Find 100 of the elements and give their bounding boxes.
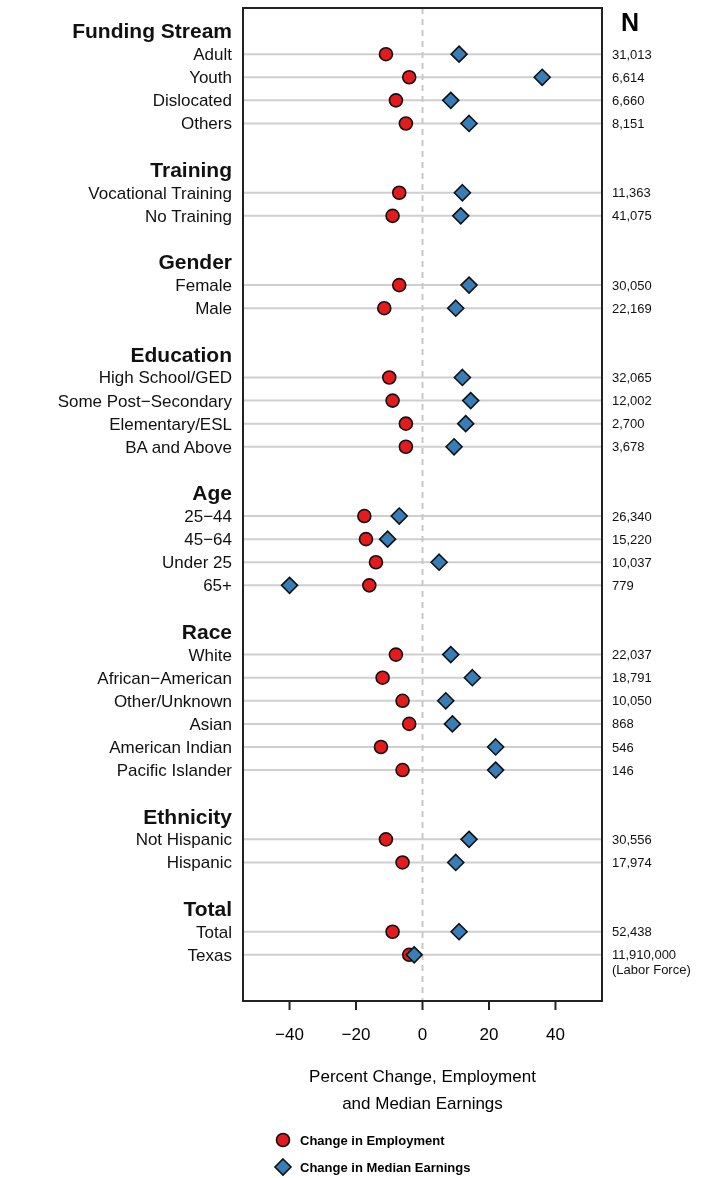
y-tick-label: Others xyxy=(180,114,232,134)
y-tick-label: Hispanic xyxy=(166,853,233,873)
point xyxy=(430,553,448,572)
point xyxy=(358,531,374,547)
y2-tick-label: 10,037 xyxy=(612,554,652,570)
y-tick-label: Male xyxy=(195,299,232,319)
y-tick-label: American Indian xyxy=(109,737,232,757)
point xyxy=(450,922,468,941)
y-tick-label: Asian xyxy=(189,714,232,734)
y-tick-label: 45−64 xyxy=(184,530,232,550)
point xyxy=(376,300,392,316)
x-tick-label: 0 xyxy=(417,1024,428,1044)
y-tick-label: High School/GED xyxy=(98,368,232,388)
y2-tick-label: 6,614 xyxy=(612,69,645,85)
y-tick-label: Race xyxy=(181,619,232,643)
point xyxy=(441,91,460,110)
point xyxy=(446,853,465,872)
y-tick-label: Vocational Training xyxy=(88,183,232,203)
point xyxy=(398,116,414,131)
point xyxy=(463,668,482,687)
y2-tick-label: 146 xyxy=(612,762,634,778)
y2-tick-label: 15,220 xyxy=(612,531,652,547)
y-tick-label: Female xyxy=(175,276,232,296)
point xyxy=(368,554,384,570)
y2-tick-label: 868 xyxy=(612,716,634,732)
point xyxy=(441,645,460,664)
point xyxy=(443,715,462,733)
y-tick-label: 65+ xyxy=(203,576,233,596)
y2-tick-label: 11,363 xyxy=(612,185,651,201)
y2-tick-label: 30,556 xyxy=(612,831,652,847)
y-tick-label: Other/Unknown xyxy=(113,691,232,711)
point xyxy=(456,414,475,433)
point xyxy=(395,693,410,709)
point xyxy=(446,299,465,318)
point xyxy=(486,761,505,779)
point xyxy=(375,670,390,685)
y2-tick-label: 17,974 xyxy=(612,854,652,870)
legend-label: Change in Median Earnings xyxy=(300,1159,471,1175)
y2-tick-label: 26,340 xyxy=(612,508,652,524)
point xyxy=(388,647,404,662)
y-tick-label: White xyxy=(188,645,232,665)
point xyxy=(401,69,417,85)
point xyxy=(357,508,372,524)
y2-tick-label: 22,037 xyxy=(612,647,652,663)
x-axis-title: Percent Change, Employment and Median Earnings xyxy=(309,1066,537,1113)
point xyxy=(445,437,463,456)
y-tick-label: Adult xyxy=(193,45,233,65)
y2-tick-label: 41,075 xyxy=(612,208,652,224)
y-tick-label: African−American xyxy=(97,668,232,688)
y-tick-label: No Training xyxy=(145,206,232,226)
y-tick-label: Ethnicity xyxy=(143,804,233,828)
x-tick-label: −40 xyxy=(275,1024,304,1044)
y2-tick-label: 22,169 xyxy=(612,300,652,316)
point xyxy=(460,276,478,294)
y2-tick-label: 546 xyxy=(612,739,634,755)
y-tick-label: Not Hispanic xyxy=(135,830,233,850)
y-tick-label: 25−44 xyxy=(184,507,232,526)
point xyxy=(391,185,407,201)
point xyxy=(405,946,423,964)
y2-tick-label: 11,910,000 (Labor Force) xyxy=(612,947,691,977)
y-tick-label: Age xyxy=(192,481,232,505)
y-tick-label: Funding Stream xyxy=(72,19,232,43)
y2-tick-label: 779 xyxy=(612,577,634,593)
y-tick-label: Total xyxy=(196,922,232,942)
y2-tick-label: 31,013 xyxy=(612,46,652,62)
point xyxy=(398,416,414,431)
y2-tick-label: 3,678 xyxy=(612,439,645,455)
y2-tick-label: 52,438 xyxy=(612,924,652,940)
x-tick-label: 20 xyxy=(479,1024,499,1044)
y2-tick-label: 8,151 xyxy=(612,116,645,132)
point xyxy=(381,370,397,385)
y2-tick-label: 30,050 xyxy=(612,277,652,293)
point xyxy=(460,114,478,133)
y-tick-label: Education xyxy=(130,342,232,366)
y-tick-label: BA and Above xyxy=(125,437,232,457)
y-tick-label: Dislocated xyxy=(152,91,232,111)
legend-label: Change in Employment xyxy=(300,1132,446,1148)
point xyxy=(395,855,410,870)
y-tick-label: Youth xyxy=(189,68,232,88)
y-tick-label: Under 25 xyxy=(162,553,232,573)
point xyxy=(398,439,414,455)
point xyxy=(373,739,389,755)
y2-tick-label: 18,791 xyxy=(612,670,652,686)
point xyxy=(362,578,377,593)
y-tick-label: Training xyxy=(150,158,232,181)
point xyxy=(450,45,468,63)
y2-tick-label: 10,050 xyxy=(612,693,652,709)
point xyxy=(533,68,551,87)
point xyxy=(453,368,472,387)
y2-axis-title: N xyxy=(620,7,640,36)
y2-tick-label: 2,700 xyxy=(612,416,645,432)
y2-tick-label: 32,065 xyxy=(612,370,652,386)
y-tick-label: Some Post−Secondary xyxy=(57,391,233,411)
y2-tick-label: 12,002 xyxy=(612,393,652,409)
point xyxy=(385,393,400,408)
point xyxy=(378,832,394,847)
y-tick-label: Gender xyxy=(158,250,232,274)
point xyxy=(378,530,397,548)
point xyxy=(401,716,417,732)
point xyxy=(385,208,400,224)
